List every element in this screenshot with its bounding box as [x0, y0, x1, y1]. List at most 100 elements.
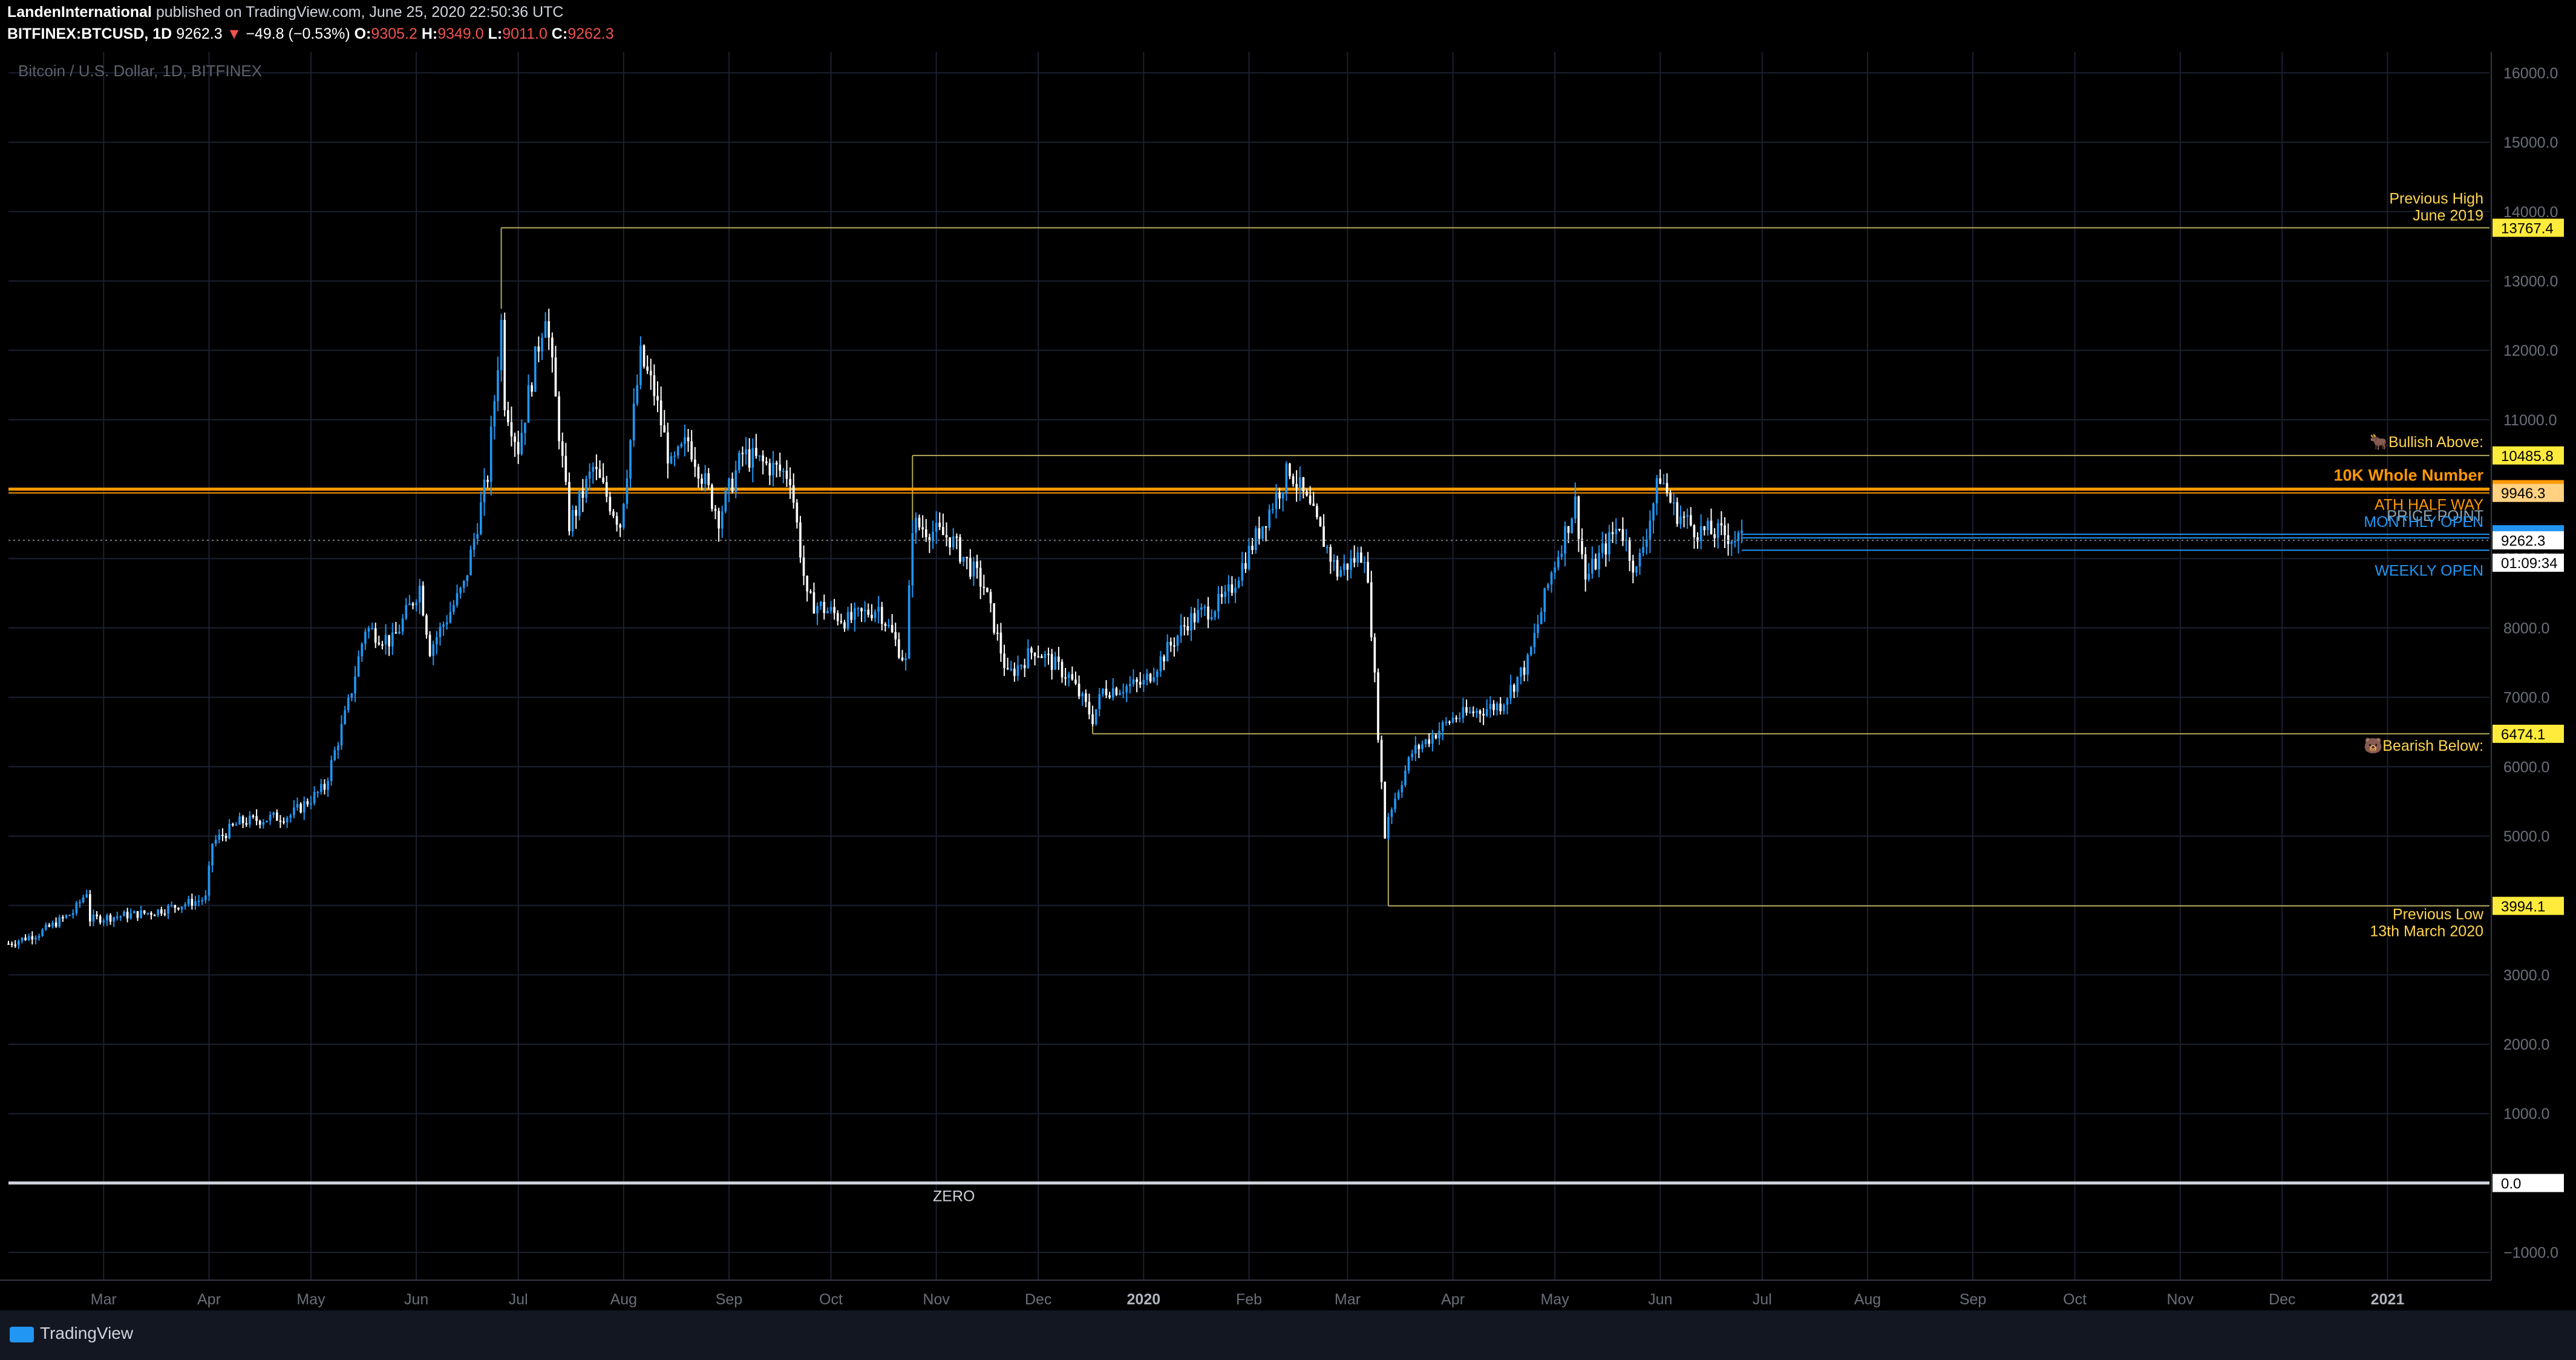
- candle-body: [180, 906, 183, 910]
- candle-body: [1503, 705, 1505, 711]
- candle-body: [191, 898, 194, 906]
- candle-body: [816, 606, 819, 614]
- candle-body: [1278, 492, 1281, 499]
- candle-body: [1431, 735, 1434, 744]
- candle-body: [1741, 530, 1743, 533]
- level-price-badge: [2493, 1174, 2564, 1192]
- x-tick-label: Feb: [1236, 1291, 1262, 1308]
- candle-body: [1499, 703, 1502, 711]
- candle-body: [1003, 653, 1005, 669]
- y-tick-label: 11000.0: [2503, 412, 2557, 429]
- level-label: MONTHLY OPEN: [2364, 514, 2483, 531]
- candle-body: [642, 345, 646, 367]
- candle-body: [989, 592, 992, 604]
- candle-body: [1020, 665, 1022, 667]
- candle-body: [996, 632, 999, 634]
- candle-body: [62, 917, 64, 919]
- candle-body: [436, 636, 438, 644]
- candle-body: [1264, 526, 1267, 528]
- candle-body: [921, 527, 924, 529]
- symbol-info: BITFINEX:BTCUSD, 1D 9262.3 ▼ −49.8 (−0.5…: [7, 25, 614, 43]
- candle-body: [667, 432, 669, 463]
- candle-body: [1037, 656, 1040, 658]
- candle-body: [812, 592, 816, 614]
- candle-body: [10, 943, 13, 945]
- candle-body: [1312, 503, 1315, 506]
- candle-body: [1030, 648, 1033, 653]
- candle-body: [1587, 574, 1590, 580]
- author-name[interactable]: LandenInternational: [7, 4, 152, 21]
- symbol[interactable]: BITFINEX:BTCUSD, 1D: [7, 25, 172, 42]
- candle-body: [1190, 613, 1192, 631]
- candle-body: [1050, 654, 1053, 670]
- candle-body: [1387, 817, 1390, 839]
- candle-body: [1472, 711, 1475, 713]
- candle-body: [1071, 674, 1074, 680]
- candle-body: [231, 823, 234, 826]
- candle-body: [1411, 753, 1413, 757]
- candle-body: [615, 515, 618, 525]
- candle-body: [163, 914, 166, 915]
- candle-body: [609, 497, 612, 512]
- candle-body: [1445, 721, 1448, 723]
- candle-body: [877, 607, 880, 612]
- chart-area[interactable]: Bitcoin / U.S. Dollar, 1D, BITFINEX 16000…: [0, 52, 2576, 1310]
- candle-body: [1581, 538, 1583, 555]
- price-chart[interactable]: Bitcoin / U.S. Dollar, 1D, BITFINEX 16000…: [0, 52, 2576, 1310]
- x-tick-label: Oct: [819, 1291, 843, 1308]
- candle-body: [738, 453, 740, 471]
- candle-body: [972, 561, 975, 577]
- candles-group: [7, 309, 1743, 949]
- candle-body: [157, 909, 160, 915]
- candle-body: [1509, 685, 1512, 699]
- candle-body: [34, 937, 37, 940]
- candle-body: [1186, 626, 1189, 631]
- candle-body: [1271, 509, 1274, 511]
- candle-body: [1679, 516, 1682, 525]
- candle-body: [1322, 526, 1325, 548]
- candle-body: [772, 462, 774, 476]
- candle-body: [211, 843, 214, 866]
- candle-body: [384, 635, 387, 645]
- candle-body: [1407, 757, 1410, 771]
- candle-body: [544, 321, 547, 338]
- candle-body: [1520, 667, 1522, 677]
- candle-body: [456, 593, 459, 606]
- tradingview-logo[interactable]: TradingView: [10, 1324, 133, 1343]
- candle-body: [293, 807, 295, 816]
- candle-body: [782, 470, 785, 472]
- candle-body: [1081, 693, 1084, 696]
- candle-body: [796, 502, 799, 523]
- candle-body: [153, 915, 156, 917]
- x-tick-label: Jul: [1753, 1291, 1772, 1308]
- candle-body: [1666, 483, 1669, 493]
- candle-body: [1027, 648, 1030, 669]
- candle-body: [1730, 541, 1733, 544]
- candle-body: [388, 635, 391, 647]
- candle-body: [527, 385, 530, 423]
- chart-background: [0, 52, 2576, 1310]
- candle-body: [483, 480, 486, 503]
- candle-body: [1655, 478, 1658, 504]
- candle-body: [119, 916, 122, 918]
- candle-body: [75, 903, 78, 914]
- candle-body: [1598, 552, 1600, 570]
- candle-body: [676, 446, 679, 456]
- candle-body: [1139, 682, 1142, 685]
- candle-body: [1234, 587, 1237, 593]
- candle-body: [1417, 745, 1420, 750]
- x-tick-label: Dec: [2269, 1291, 2295, 1308]
- candle-body: [823, 601, 826, 613]
- candle-body: [92, 914, 95, 922]
- candle-body: [330, 760, 333, 781]
- candle-body: [1329, 546, 1332, 562]
- x-tick-label: Sep: [716, 1291, 742, 1308]
- candle-body: [1377, 672, 1379, 740]
- candle-body: [1611, 532, 1614, 535]
- candle-body: [860, 608, 863, 612]
- candle-body: [517, 442, 520, 454]
- candle-body: [68, 915, 71, 917]
- countdown-badge: [2493, 554, 2564, 572]
- candle-body: [299, 803, 302, 812]
- level-price-text: 10485.8: [2501, 448, 2554, 465]
